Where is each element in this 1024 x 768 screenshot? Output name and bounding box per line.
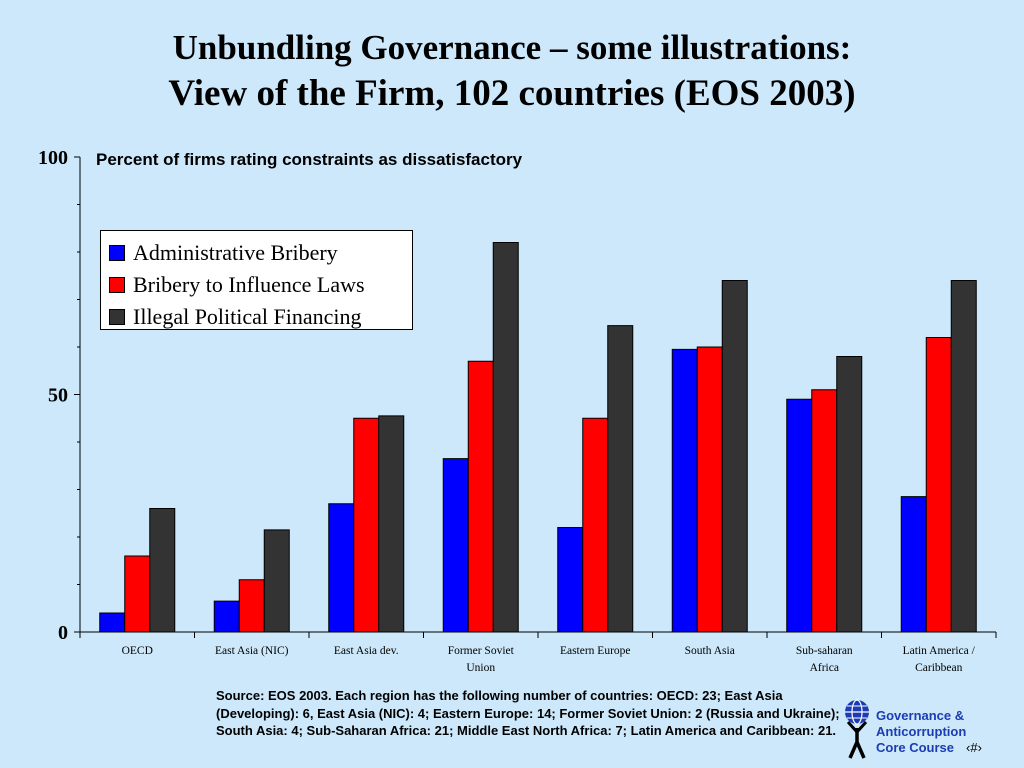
bar: [378, 415, 405, 633]
bar: [671, 348, 698, 633]
bar: [442, 458, 469, 633]
bar: [353, 417, 380, 633]
atlas-globe-icon: [845, 699, 869, 759]
legend-swatch-blue: [109, 245, 125, 261]
x-tick-label: Union: [466, 662, 495, 674]
x-tick-label: East Asia (NIC): [215, 645, 289, 657]
x-tick-label: East Asia dev.: [334, 645, 399, 657]
logo-text: Governance & Anticorruption Core Course ‹…: [876, 708, 982, 756]
bar: [836, 356, 863, 633]
bar: [786, 398, 813, 633]
bar: [950, 280, 977, 633]
legend-label: Bribery to Influence Laws: [133, 272, 365, 297]
chart-legend: Administrative Bribery Bribery to Influe…: [100, 230, 413, 330]
legend-item-bribery-to-influence-laws: Bribery to Influence Laws: [109, 269, 412, 301]
bar: [149, 508, 176, 633]
bar: [263, 529, 290, 633]
bar: [582, 417, 609, 633]
x-tick-label: Caribbean: [915, 662, 963, 674]
x-tick-label: Former Soviet: [448, 645, 515, 657]
chart-subtitle: Percent of firms rating constraints as d…: [96, 150, 523, 169]
bar: [328, 503, 355, 633]
legend-item-administrative-bribery: Administrative Bribery: [109, 237, 412, 269]
legend-label: Illegal Political Financing: [133, 304, 362, 329]
slide-subtitle-title: View of the Firm, 102 countries (EOS 200…: [168, 73, 856, 114]
x-tick-label: Africa: [810, 662, 839, 674]
legend-swatch-dark: [109, 309, 125, 325]
legend-label: Administrative Bribery: [133, 240, 338, 265]
y-tick-label: 100: [38, 147, 68, 169]
y-tick-label: 0: [58, 622, 68, 644]
bar: [900, 496, 927, 633]
bar: [557, 527, 584, 633]
bar: [238, 579, 265, 633]
x-tick-label: Latin America /: [903, 645, 976, 657]
legend-item-illegal-political-financing: Illegal Political Financing: [109, 301, 412, 333]
x-tick-label: OECD: [122, 645, 153, 657]
page-number: ‹#›: [966, 740, 982, 755]
logo-line: Governance &: [876, 708, 965, 723]
legend-swatch-red: [109, 277, 125, 293]
bar: [124, 555, 151, 633]
x-tick-label: Eastern Europe: [560, 645, 631, 657]
bar: [99, 612, 126, 633]
bar: [696, 346, 723, 633]
source-note: Source: EOS 2003. Each region has the fo…: [216, 688, 840, 738]
bar: [925, 337, 952, 633]
slide-title: Unbundling Governance – some illustratio…: [172, 28, 852, 67]
x-tick-label: South Asia: [685, 645, 735, 657]
logo-line: Core Course ‹#›: [876, 740, 982, 755]
bar: [467, 360, 494, 633]
x-tick-label: Sub-saharan: [796, 645, 853, 657]
bar: [213, 600, 240, 633]
bar: [721, 280, 748, 633]
bar: [607, 325, 634, 633]
course-logo: Governance & Anticorruption Core Course ‹…: [840, 698, 1020, 764]
bar: [492, 242, 519, 633]
y-tick-label: 50: [48, 385, 68, 407]
bar: [811, 389, 838, 633]
logo-line: Anticorruption: [876, 724, 967, 739]
